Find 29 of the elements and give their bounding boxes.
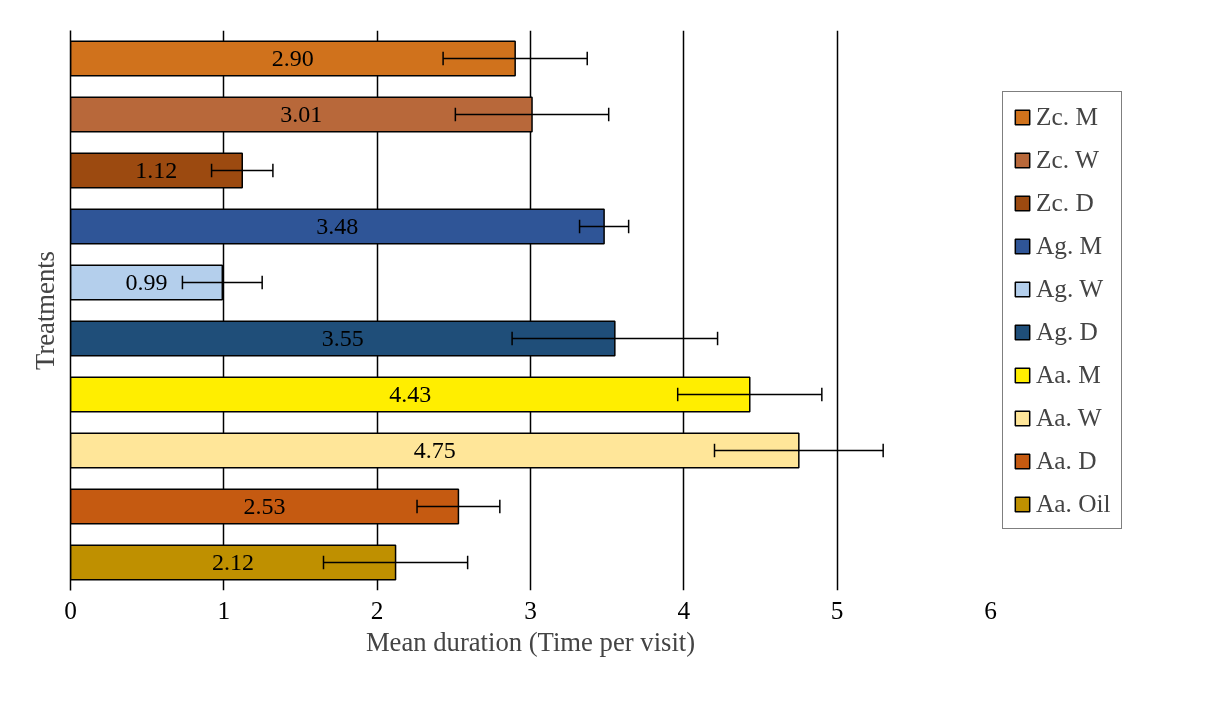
data-label: 4.43 [389,381,432,407]
legend-label: Ag. M [1036,231,1103,260]
x-axis-title: Mean duration (Time per visit) [365,626,696,657]
x-tick-label: 4 [677,595,691,624]
legend-label: Aa. D [1036,446,1097,475]
data-label: 3.01 [280,101,323,127]
legend-label: Aa. Oil [1036,489,1111,518]
x-tick-label: 3 [524,595,537,624]
x-tick-label: 6 [984,595,997,624]
x-tick-label: 0 [64,595,77,624]
data-label: 2.12 [212,549,255,575]
data-label: 2.53 [243,493,286,519]
data-label: 3.55 [321,325,364,351]
legend-label: Zc. W [1036,145,1099,174]
data-label: 1.12 [135,157,178,183]
legend-label: Aa. M [1036,360,1101,389]
data-label: 0.99 [125,269,168,295]
y-axis-title: Treatments [29,251,60,370]
legend-label: Ag. W [1036,274,1104,303]
x-tick-label: 1 [217,595,231,624]
x-tick-label: 2 [370,595,384,624]
legend-label: Ag. D [1036,317,1098,346]
data-label: 3.48 [316,213,359,239]
legend-label: Zc. D [1036,188,1094,217]
x-tick-label: 5 [830,595,844,624]
legend-label: Aa. W [1036,403,1102,432]
data-label: 4.75 [413,437,456,463]
data-label: 2.90 [271,45,314,71]
legend-label: Zc. M [1036,102,1098,131]
